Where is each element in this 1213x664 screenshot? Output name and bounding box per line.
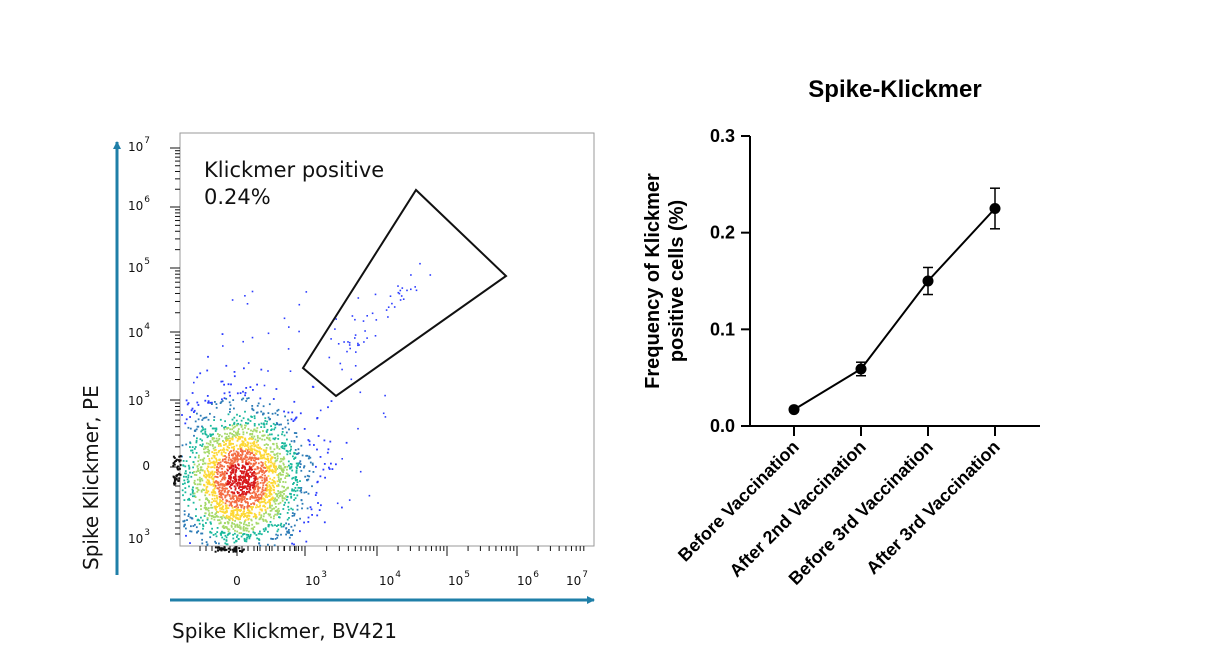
flow-x-tick-label: 104 [379, 570, 401, 588]
data-point [855, 363, 867, 375]
flow-y-tick-label: 0 [142, 459, 150, 473]
flow-x-tick-label: 106 [517, 570, 539, 588]
flow-y-tick-label: 103 [128, 390, 150, 408]
flow-y-tick-label: 105 [128, 257, 150, 275]
line-y-ticks: 0.0 0.1 0.2 0.3 [710, 126, 750, 436]
flow-x-axis-label: Spike Klickmer, BV421 [172, 619, 397, 643]
line-y-tick-label: 0.1 [710, 319, 735, 339]
flow-y-tick-label: 107 [128, 136, 150, 154]
flow-x-tick-label: 105 [448, 570, 470, 588]
data-point [989, 203, 1001, 214]
flow-plot-frame [179, 132, 595, 547]
line-chart-title: Spike-Klickmer [808, 76, 981, 103]
data-point [788, 404, 800, 416]
flow-y-tick-label: 103 [128, 528, 150, 546]
flow-y-axis-label: Spike Klickmer, PE [79, 385, 103, 570]
line-category-label: After 3rd Vaccination [862, 437, 1003, 578]
error-bars [789, 187, 1000, 413]
line-y-axis-label-line2: positive cells (%) [666, 200, 688, 362]
flow-y-tick-label: 104 [128, 322, 150, 340]
flow-x-tick-labels: 0 103 104 105 106 107 [233, 570, 588, 588]
line-y-tick-label: 0.0 [710, 416, 735, 436]
line-panel: Spike-Klickmer Frequency of Klickmer pos… [642, 76, 1040, 589]
flow-panel: Spike Klickmer, BV421 Spike Klickmer, PE… [79, 132, 595, 643]
line-y-axis-label-line1: Frequency of Klickmer [642, 173, 664, 389]
flow-y-tick-labels: 103 0 103 104 105 106 107 [128, 136, 150, 546]
gate-polygon [301, 188, 508, 398]
series-line [793, 207, 996, 411]
flow-y-tick-label: 106 [128, 195, 150, 213]
line-y-tick-label: 0.3 [710, 126, 735, 146]
gate-label-line1: Klickmer positive [204, 158, 384, 182]
gate-events [328, 262, 432, 371]
line-y-tick-label: 0.2 [710, 223, 735, 243]
flow-x-tick-label: 0 [233, 574, 241, 588]
data-point [922, 275, 934, 287]
flow-x-tick-label: 107 [566, 570, 588, 588]
data-points [788, 203, 1001, 416]
line-category-label: Before Vaccination [674, 437, 803, 566]
flow-x-tick-label: 103 [305, 570, 327, 588]
flow-tick-marks [170, 147, 585, 556]
line-category-label: After 2nd Vaccination [726, 437, 870, 581]
density-cloud [172, 290, 387, 553]
gate-label-percent: 0.24% [204, 185, 271, 209]
